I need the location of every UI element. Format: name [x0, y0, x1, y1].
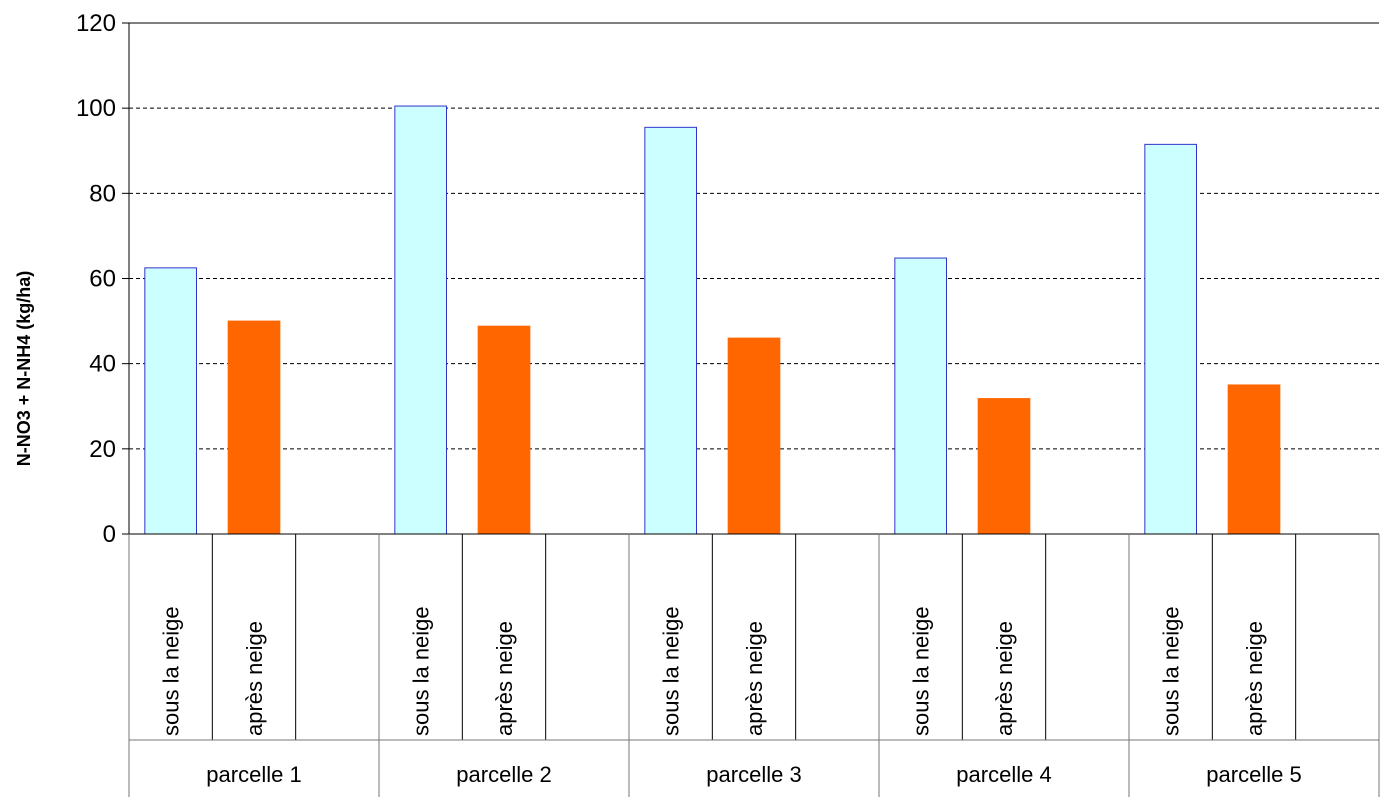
- bar: [727, 337, 781, 535]
- group-label: parcelle 1: [206, 762, 301, 787]
- subcategory-label: après neige: [492, 621, 517, 736]
- y-tick-label: 40: [89, 351, 116, 378]
- bar: [227, 320, 281, 535]
- subcategory-label: après neige: [992, 621, 1017, 736]
- x-axis-categories: sous la neige après neige parcelle 1 sous l…: [128, 534, 1380, 797]
- bar: [894, 257, 947, 535]
- group-label: parcelle 2: [456, 762, 551, 787]
- group-label: parcelle 5: [1206, 762, 1301, 787]
- bar: [1227, 384, 1281, 535]
- bar: [394, 105, 448, 535]
- group-label: parcelle 3: [706, 762, 801, 787]
- subcategory-label: sous la neige: [659, 606, 684, 736]
- bar: [144, 267, 197, 535]
- y-tick-label: 60: [89, 266, 116, 293]
- group-label: parcelle 4: [956, 762, 1051, 787]
- bar: [977, 398, 1031, 535]
- subcategory-label: après neige: [242, 621, 267, 736]
- y-tick-label: 0: [103, 521, 116, 548]
- y-tick-label: 120: [76, 10, 116, 37]
- y-axis-title: N-NO3 + N-NH4 (kg/ha): [14, 271, 34, 467]
- subcategory-label: sous la neige: [909, 606, 934, 736]
- y-tick-label: 20: [89, 436, 116, 463]
- bar: [1144, 143, 1198, 535]
- bar: [644, 126, 697, 535]
- bars: [144, 105, 1281, 535]
- y-tick-label: 80: [89, 180, 116, 207]
- bar: [477, 325, 531, 535]
- subcategory-label: sous la neige: [159, 606, 184, 736]
- y-axis-ticks: 0 20 40 60 80 100 120: [76, 10, 129, 548]
- y-tick-label: 100: [76, 95, 116, 122]
- subcategory-label: après neige: [742, 621, 767, 736]
- subcategory-label: après neige: [1242, 621, 1267, 736]
- subcategory-label: sous la neige: [1159, 606, 1184, 736]
- subcategory-label: sous la neige: [409, 606, 434, 736]
